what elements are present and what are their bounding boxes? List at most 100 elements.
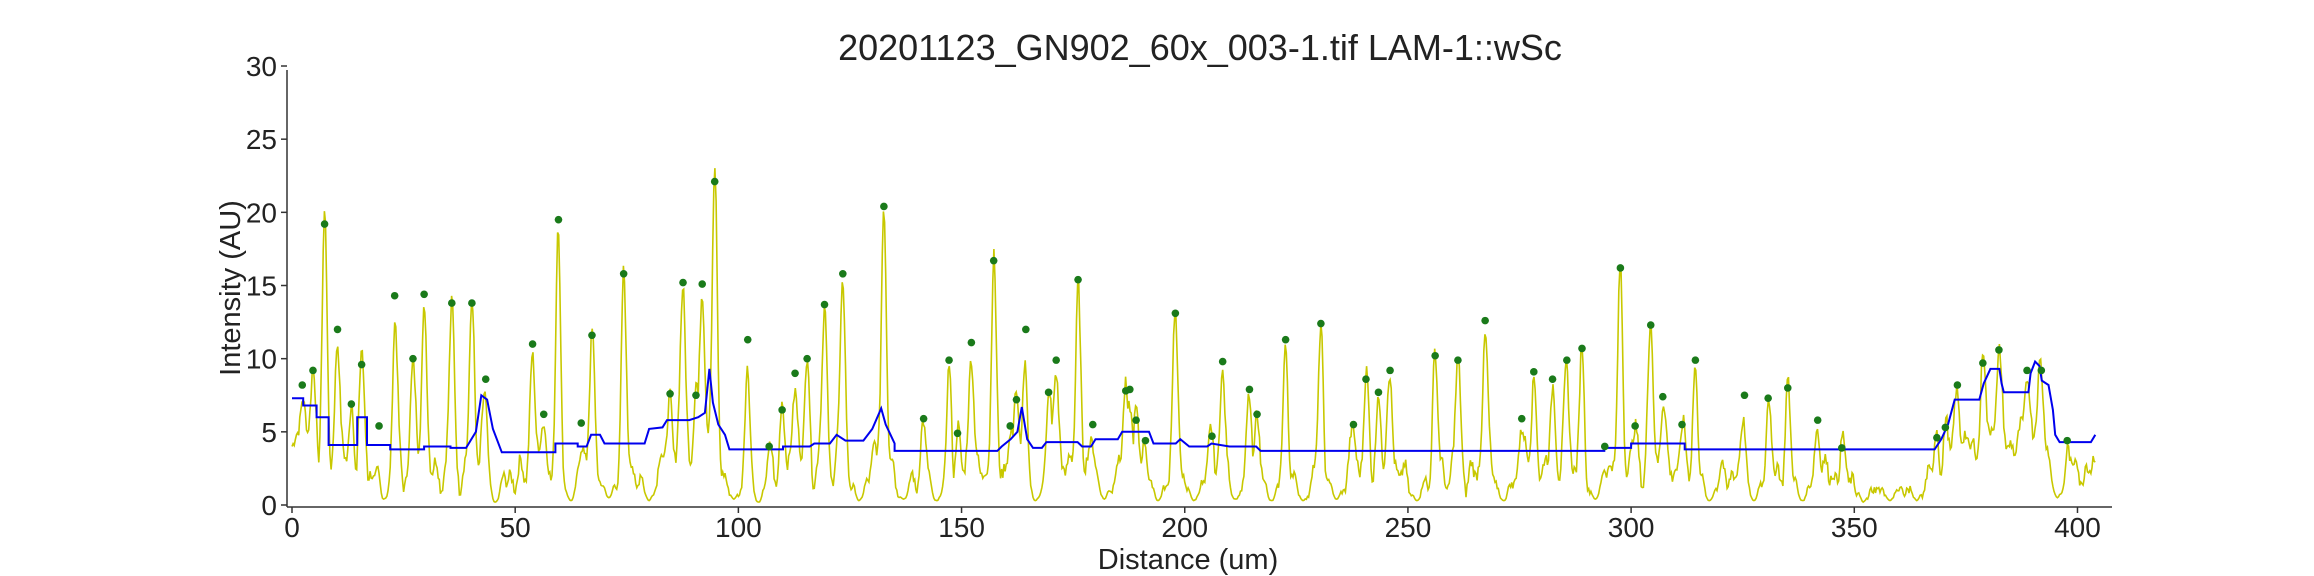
peak-marker	[619, 269, 628, 278]
peak-marker	[2023, 366, 2031, 375]
peak-marker	[778, 406, 786, 414]
peak-marker	[468, 299, 476, 307]
peak-marker	[1678, 420, 1686, 429]
y-tick-label: 15	[246, 271, 277, 302]
x-tick-label: 0	[284, 512, 300, 543]
peak-marker	[765, 442, 773, 451]
peak-marker	[539, 410, 548, 419]
peak-marker	[1517, 414, 1526, 423]
peak-marker	[1012, 395, 1021, 404]
peak-marker	[1740, 391, 1749, 400]
peak-marker	[1074, 275, 1082, 284]
peak-marker	[2063, 436, 2072, 445]
peak-marker	[839, 269, 847, 278]
peak-marker	[1208, 432, 1216, 441]
plot-area	[291, 168, 2097, 504]
y-tick-label: 25	[246, 124, 277, 155]
peak-marker	[1006, 422, 1015, 430]
peak-marker	[1088, 420, 1097, 429]
x-tick-label: 100	[715, 512, 762, 543]
peak-marker	[1245, 385, 1254, 394]
x-tick-label: 200	[1161, 512, 1208, 543]
peak-marker	[820, 300, 829, 309]
peak-marker	[679, 278, 687, 287]
peak-marker	[698, 280, 707, 288]
y-tick-label: 30	[246, 51, 277, 82]
peak-marker	[1563, 356, 1571, 364]
peak-marker	[347, 400, 356, 408]
y-tick-label: 20	[246, 197, 277, 228]
peak-marker	[1374, 388, 1383, 397]
peak-marker	[333, 325, 342, 334]
peak-marker	[1953, 381, 1962, 389]
x-tick-label: 400	[2054, 512, 2101, 543]
chart-title: 20201123_GN902_60x_003-1.tif LAM-1::wSc	[838, 27, 1562, 68]
peak-marker	[1349, 420, 1358, 429]
peak-marker	[320, 220, 329, 228]
peak-marker	[945, 356, 953, 364]
peak-marker	[448, 299, 456, 307]
peak-marker	[554, 215, 563, 224]
peak-marker	[1933, 433, 1941, 442]
x-axis-ticks: 0 50 100 150 200 250 300 350 400	[284, 507, 2101, 543]
peak-marker	[1218, 357, 1227, 366]
peak-marker	[1764, 394, 1772, 402]
peak-marker	[588, 331, 596, 340]
peak-marker	[1530, 368, 1538, 376]
peak-marker	[919, 414, 928, 423]
peak-marker	[967, 338, 976, 347]
peak-marker	[1691, 356, 1700, 364]
peak-marker	[577, 419, 586, 427]
peak-marker	[1022, 325, 1030, 334]
peak-marker	[666, 389, 674, 398]
peak-marker	[309, 366, 317, 375]
peak-marker	[1126, 385, 1134, 394]
peak-marker	[1044, 388, 1053, 397]
peak-marker	[1454, 356, 1462, 364]
peak-marker	[2037, 366, 2046, 375]
y-tick-label: 5	[261, 417, 277, 448]
x-tick-label: 150	[938, 512, 985, 543]
peak-marker	[989, 256, 998, 265]
peak-marker	[1281, 335, 1290, 344]
peak-marker	[1578, 344, 1586, 353]
peak-marker	[803, 354, 811, 363]
peak-marker	[528, 340, 537, 348]
peak-marker	[1386, 366, 1394, 375]
y-tick-label: 10	[246, 344, 277, 375]
peak-marker	[1631, 422, 1639, 430]
peak-marker	[1837, 444, 1846, 452]
peak-marker	[1646, 321, 1655, 329]
peak-marker	[1659, 392, 1667, 401]
x-tick-label: 50	[500, 512, 531, 543]
x-axis-label: Distance (um)	[1098, 544, 1279, 576]
peak-marker	[1979, 359, 1987, 367]
peak-marker	[1171, 309, 1180, 318]
peak-marker	[1783, 384, 1792, 392]
peak-marker	[298, 381, 307, 389]
y-axis-ticks: 0 5 10 15 20 25 30	[246, 51, 287, 521]
intensity-trace	[291, 168, 2096, 504]
peak-marker	[1616, 264, 1625, 272]
peak-marker	[1995, 346, 2003, 354]
peak-marker	[953, 429, 962, 438]
peak-marker	[1813, 416, 1822, 424]
y-tick-label: 0	[261, 490, 277, 521]
peak-marker	[1548, 375, 1557, 383]
y-axis-label: Intensity (AU)	[215, 200, 247, 376]
peak-marker	[481, 375, 490, 383]
peak-marker	[791, 369, 799, 378]
peak-marker	[1481, 316, 1489, 325]
peak-marker	[1362, 375, 1370, 383]
peak-marker	[1253, 410, 1261, 419]
peak-marker	[880, 202, 888, 211]
peak-marker	[1141, 436, 1150, 445]
peak-marker	[1132, 416, 1140, 424]
axes	[286, 70, 2112, 508]
x-tick-label: 350	[1831, 512, 1878, 543]
peak-marker	[1600, 442, 1609, 451]
x-tick-label: 300	[1608, 512, 1655, 543]
peak-marker	[390, 291, 399, 300]
peak-marker	[1317, 319, 1325, 328]
